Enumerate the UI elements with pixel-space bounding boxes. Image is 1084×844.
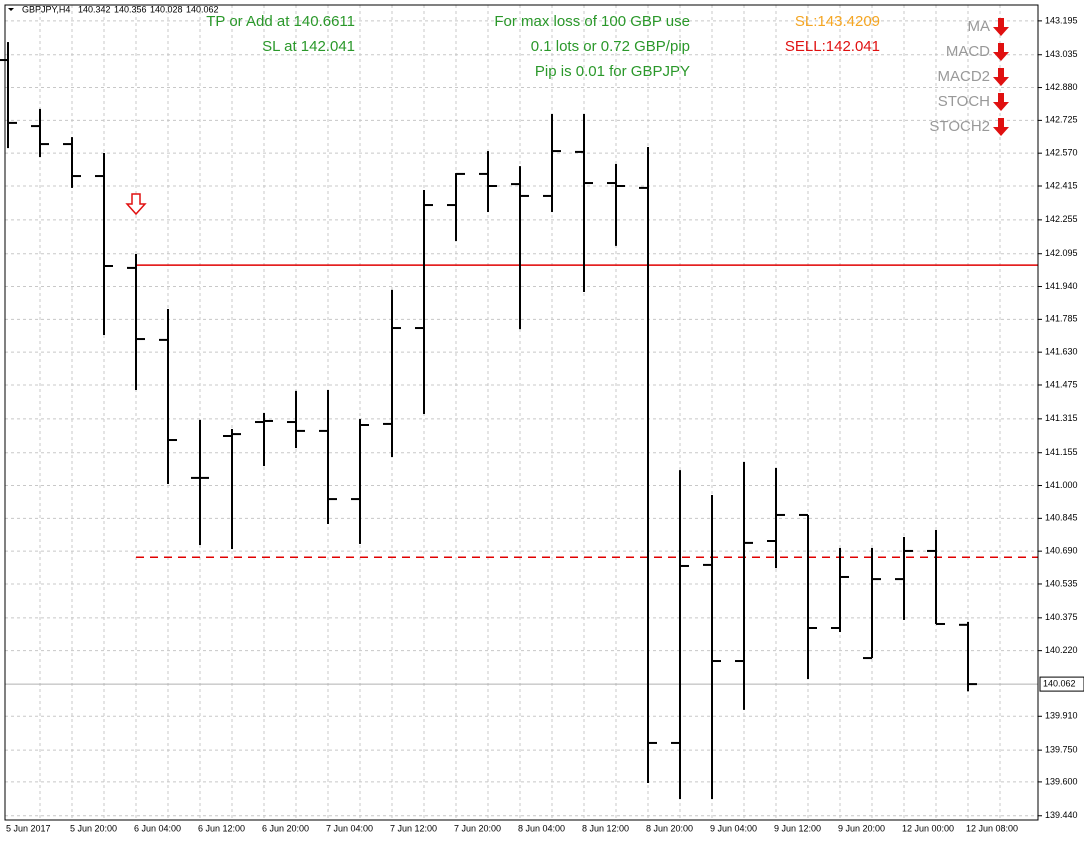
y-tick-label: 141.155 — [1045, 447, 1078, 457]
y-tick-label: 139.600 — [1045, 776, 1078, 786]
y-tick-label: 141.630 — [1045, 347, 1078, 357]
header-open: 140.342 — [78, 4, 111, 14]
y-tick-label: 140.690 — [1045, 546, 1078, 556]
x-tick-label: 6 Jun 04:00 — [134, 823, 181, 833]
x-tick-label: 8 Jun 12:00 — [582, 823, 629, 833]
y-tick-label: 143.195 — [1045, 15, 1078, 25]
x-tick-label: 12 Jun 00:00 — [902, 823, 954, 833]
indicator-label: MACD2 — [937, 68, 990, 85]
y-tick-label: 143.035 — [1045, 49, 1078, 59]
y-tick-label: 140.535 — [1045, 578, 1078, 588]
y-tick-label: 141.315 — [1045, 413, 1078, 423]
indicator-arrow — [993, 68, 1009, 86]
x-tick-label: 9 Jun 20:00 — [838, 823, 885, 833]
x-tick-label: 5 Jun 20:00 — [70, 823, 117, 833]
y-tick-label: 141.000 — [1045, 480, 1078, 490]
y-tick-label: 142.570 — [1045, 148, 1078, 158]
y-tick-label: 139.910 — [1045, 711, 1078, 721]
y-tick-label: 140.375 — [1045, 612, 1078, 622]
indicator-arrow — [993, 93, 1009, 111]
indicator-label: STOCH — [938, 93, 990, 110]
indicator-label: MACD — [946, 43, 990, 60]
x-tick-label: 7 Jun 12:00 — [390, 823, 437, 833]
x-tick-label: 8 Jun 04:00 — [518, 823, 565, 833]
indicator-arrow — [993, 118, 1009, 136]
y-tick-label: 142.415 — [1045, 180, 1078, 190]
y-tick-label: 141.475 — [1045, 379, 1078, 389]
x-tick-label: 9 Jun 12:00 — [774, 823, 821, 833]
sell-arrow — [125, 193, 147, 216]
y-tick-label: 142.880 — [1045, 82, 1078, 92]
indicator-arrow — [993, 43, 1009, 61]
y-tick-label: 140.220 — [1045, 645, 1078, 655]
y-tick-label: 139.750 — [1045, 745, 1078, 755]
tp-note: TP or Add at 140.6611 — [206, 13, 355, 30]
y-tick-label: 141.940 — [1045, 281, 1078, 291]
pip-note: Pip is 0.01 for GBPJPY — [535, 63, 690, 80]
y-tick-label: 140.845 — [1045, 513, 1078, 523]
plot-frame — [4, 4, 1039, 821]
x-tick-label: 6 Jun 12:00 — [198, 823, 245, 833]
x-tick-label: 5 Jun 2017 — [6, 823, 51, 833]
y-tick-label: 142.725 — [1045, 115, 1078, 125]
sl-note: SL at 142.041 — [262, 38, 355, 55]
risk-note: For max loss of 100 GBP use — [494, 13, 690, 30]
x-tick-label: 7 Jun 20:00 — [454, 823, 501, 833]
bid-label: 140.062 — [1043, 678, 1076, 688]
symbol: GBPJPY,H4 — [22, 4, 70, 14]
indicator-label: STOCH2 — [929, 118, 990, 135]
y-tick-label: 142.095 — [1045, 248, 1078, 258]
sell-note: SELL:142.041 — [785, 38, 880, 55]
x-tick-label: 8 Jun 20:00 — [646, 823, 693, 833]
marks — [0, 42, 1038, 800]
bid-box — [1039, 676, 1084, 692]
y-tick-label: 142.255 — [1045, 214, 1078, 224]
header-icon — [8, 8, 14, 11]
indicator-label: MA — [968, 18, 991, 35]
header-close: 140.062 — [186, 4, 219, 14]
header-high: 140.356 — [114, 4, 147, 14]
lots-note: 0.1 lots or 0.72 GBP/pip — [531, 38, 690, 55]
x-tick-label: 7 Jun 04:00 — [326, 823, 373, 833]
sl-price: SL:143.4209 — [795, 13, 880, 30]
x-tick-label: 9 Jun 04:00 — [710, 823, 757, 833]
y-tick-label: 139.440 — [1045, 810, 1078, 820]
header-low: 140.028 — [150, 4, 183, 14]
x-tick-label: 6 Jun 20:00 — [262, 823, 309, 833]
indicator-arrow — [993, 18, 1009, 36]
y-tick-label: 141.785 — [1045, 314, 1078, 324]
x-tick-label: 12 Jun 08:00 — [966, 823, 1018, 833]
indicators: MA MACD MACD2 STOCH STOCH2 — [929, 18, 1009, 136]
